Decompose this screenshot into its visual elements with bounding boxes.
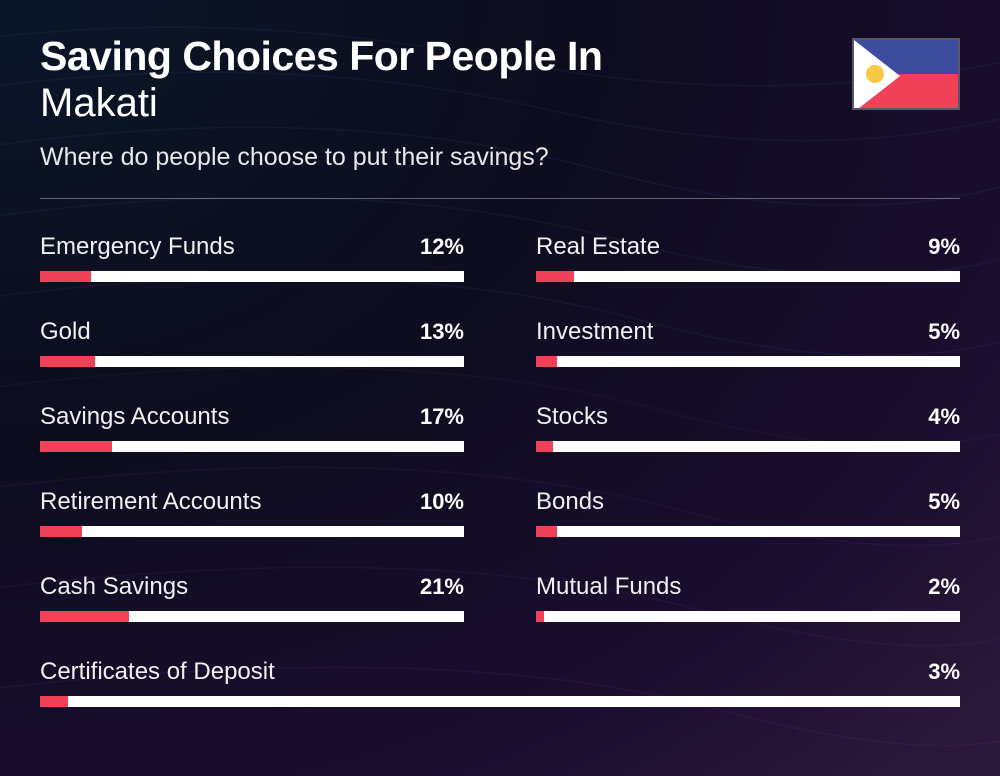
chart-grid: Emergency Funds 12% Real Estate 9% Gold 13% In… — [40, 233, 960, 707]
bar-item: Real Estate 9% — [536, 233, 960, 282]
bar-track — [40, 611, 464, 622]
bar-item: Mutual Funds 2% — [536, 573, 960, 622]
bar-track — [40, 696, 960, 707]
bar-item: Investment 5% — [536, 318, 960, 367]
flag-icon — [852, 38, 960, 110]
bar-item: Savings Accounts 17% — [40, 403, 464, 452]
bar-track — [536, 441, 960, 452]
bar-value: 9% — [928, 234, 960, 260]
bar-item: Cash Savings 21% — [40, 573, 464, 622]
bar-value: 2% — [928, 574, 960, 600]
bar-fill — [40, 271, 91, 282]
bar-track — [40, 271, 464, 282]
bar-value: 4% — [928, 404, 960, 430]
bar-value: 5% — [928, 319, 960, 345]
bar-value: 3% — [928, 659, 960, 685]
bar-fill — [40, 611, 129, 622]
bar-track — [536, 271, 960, 282]
bar-track — [536, 356, 960, 367]
bar-label: Bonds — [536, 488, 604, 516]
location-name: Makati — [40, 81, 852, 125]
bar-item: Bonds 5% — [536, 488, 960, 537]
bar-label: Real Estate — [536, 233, 660, 261]
bar-value: 10% — [420, 489, 464, 515]
bar-label: Gold — [40, 318, 91, 346]
bar-fill — [536, 526, 557, 537]
bar-item: Stocks 4% — [536, 403, 960, 452]
bar-item: Certificates of Deposit 3% — [40, 658, 960, 707]
bar-label: Certificates of Deposit — [40, 658, 275, 686]
bar-item: Emergency Funds 12% — [40, 233, 464, 282]
divider — [40, 198, 960, 199]
bar-track — [40, 441, 464, 452]
bar-track — [40, 356, 464, 367]
bar-label: Stocks — [536, 403, 608, 431]
bar-fill — [536, 441, 553, 452]
bar-item: Retirement Accounts 10% — [40, 488, 464, 537]
bar-fill — [40, 696, 68, 707]
bar-track — [536, 526, 960, 537]
bar-label: Investment — [536, 318, 653, 346]
bar-label: Mutual Funds — [536, 573, 681, 601]
bar-label: Emergency Funds — [40, 233, 235, 261]
bar-label: Cash Savings — [40, 573, 188, 601]
bar-value: 13% — [420, 319, 464, 345]
bar-value: 5% — [928, 489, 960, 515]
bar-fill — [536, 356, 557, 367]
bar-track — [536, 611, 960, 622]
bar-value: 12% — [420, 234, 464, 260]
header: Saving Choices For People In Makati Wher… — [40, 34, 960, 172]
bar-label: Retirement Accounts — [40, 488, 261, 516]
bar-fill — [40, 526, 82, 537]
bar-label: Savings Accounts — [40, 403, 229, 431]
bar-fill — [40, 441, 112, 452]
bar-value: 21% — [420, 574, 464, 600]
page-title: Saving Choices For People In — [40, 34, 852, 79]
bar-track — [40, 526, 464, 537]
subtitle: Where do people choose to put their savi… — [40, 143, 852, 172]
bar-fill — [536, 271, 574, 282]
bar-fill — [536, 611, 544, 622]
bar-fill — [40, 356, 95, 367]
bar-item: Gold 13% — [40, 318, 464, 367]
bar-value: 17% — [420, 404, 464, 430]
